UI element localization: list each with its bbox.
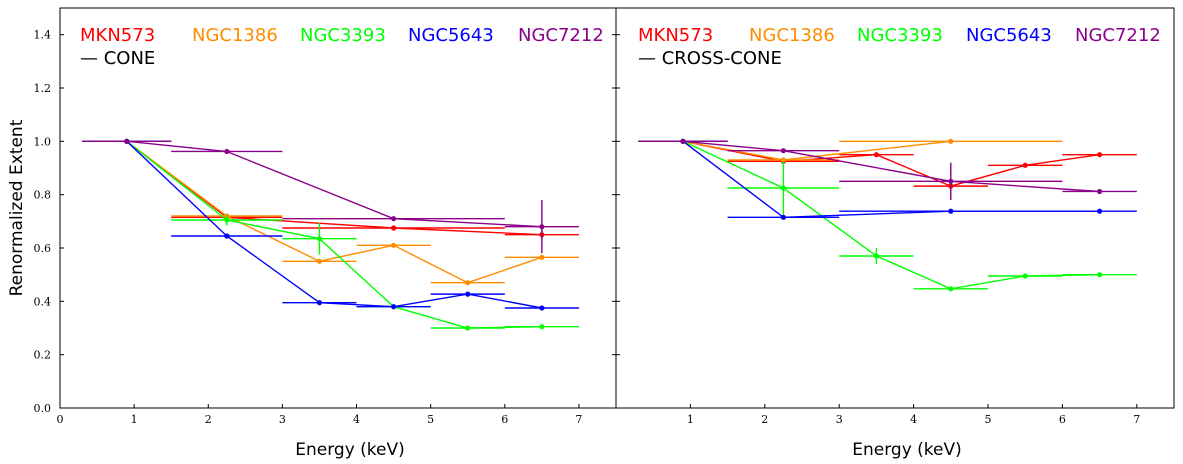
series-line bbox=[126, 140, 543, 284]
series-ngc1386 bbox=[82, 138, 579, 286]
data-point bbox=[316, 258, 323, 264]
x-tick-label: 6 bbox=[501, 413, 508, 426]
y-tick-label: 0.8 bbox=[34, 189, 52, 202]
y-tick-label: 1.4 bbox=[34, 29, 52, 42]
y-tick-label: 1.2 bbox=[34, 82, 52, 95]
data-point bbox=[391, 304, 397, 310]
x-tick-label: 4 bbox=[910, 413, 917, 426]
plot-frame bbox=[615, 7, 1175, 409]
data-point bbox=[539, 324, 545, 330]
y-tick-label: 1.0 bbox=[34, 135, 52, 148]
x-tick-label: 3 bbox=[279, 413, 286, 426]
x-tick-label: 2 bbox=[761, 413, 768, 426]
data-point bbox=[539, 305, 545, 311]
data-point bbox=[1097, 272, 1103, 278]
x-tick-label: 4 bbox=[353, 413, 360, 426]
legend-label: NGC7212 bbox=[1075, 25, 1161, 46]
data-point bbox=[948, 286, 954, 292]
x-tick-label: 7 bbox=[1133, 413, 1140, 426]
data-point bbox=[124, 138, 130, 144]
legend-label: NGC1386 bbox=[192, 25, 278, 46]
series-ngc5643 bbox=[638, 138, 1137, 220]
data-point bbox=[539, 254, 545, 260]
panel-cone: 0 1 2 3 4 5 6 7 Energy (keV) MKN573 NGC1386 NGC3393… bbox=[57, 7, 617, 460]
data-point bbox=[780, 148, 787, 154]
y-tick-label: 0.2 bbox=[34, 349, 52, 362]
data-point bbox=[948, 178, 954, 184]
legend-label: MKN573 bbox=[80, 25, 155, 46]
series-ngc3393 bbox=[638, 138, 1137, 292]
data-point bbox=[948, 138, 954, 144]
series-ngc5643 bbox=[82, 138, 579, 311]
panel-annotation: — CONE bbox=[80, 48, 155, 69]
legend-label: MKN573 bbox=[638, 25, 713, 46]
series-ngc7212 bbox=[638, 138, 1137, 200]
data-point bbox=[948, 208, 954, 214]
legend-label: NGC3393 bbox=[857, 25, 943, 46]
legend-label: NGC5643 bbox=[966, 25, 1052, 46]
data-point bbox=[1022, 162, 1028, 168]
data-point bbox=[873, 152, 880, 158]
data-point bbox=[465, 291, 471, 297]
legend-label: NGC3393 bbox=[300, 25, 386, 46]
x-tick-label: 0 bbox=[57, 413, 64, 426]
x-tick-label: 6 bbox=[1059, 413, 1066, 426]
series-line bbox=[126, 140, 543, 309]
data-point bbox=[780, 214, 787, 220]
series-ngc3393 bbox=[82, 138, 579, 331]
x-tick-label: 1 bbox=[687, 413, 694, 426]
data-point bbox=[391, 242, 397, 248]
x-tick-label: 7 bbox=[575, 413, 582, 426]
data-point bbox=[539, 224, 545, 230]
legend-label: NGC5643 bbox=[408, 25, 494, 46]
data-point bbox=[465, 280, 471, 286]
x-tick-label: 3 bbox=[836, 413, 843, 426]
y-tick-label: 0.4 bbox=[34, 295, 52, 308]
x-tick-label: 5 bbox=[985, 413, 992, 426]
series-line bbox=[682, 140, 1100, 187]
data-point bbox=[224, 233, 230, 239]
panel-cross-cone: 1 2 3 4 5 6 7 Energy (keV) MKN573 NGC1386 NGC3393 N… bbox=[615, 7, 1175, 460]
data-point bbox=[1022, 273, 1028, 279]
data-point bbox=[465, 325, 471, 331]
data-point bbox=[391, 225, 397, 231]
data-point bbox=[1097, 208, 1103, 214]
data-point bbox=[873, 253, 880, 259]
y-tick-label: 0.0 bbox=[34, 402, 52, 415]
data-point bbox=[316, 236, 323, 242]
series-line bbox=[682, 140, 1100, 193]
x-tick-label: 2 bbox=[205, 413, 212, 426]
series-line bbox=[126, 140, 542, 329]
panel-annotation: — CROSS-CONE bbox=[638, 48, 782, 69]
data-point bbox=[780, 157, 787, 163]
data-point bbox=[391, 216, 397, 222]
data-point bbox=[224, 148, 230, 155]
x-axis-label: Energy (keV) bbox=[852, 440, 962, 460]
series-line bbox=[126, 140, 542, 228]
data-point bbox=[780, 185, 787, 191]
y-axis-label: Renormalized Extent bbox=[7, 119, 27, 296]
data-point bbox=[1097, 152, 1103, 158]
legend-label: NGC7212 bbox=[518, 25, 604, 46]
data-point bbox=[224, 217, 230, 223]
y-tick-label: 0.6 bbox=[34, 242, 52, 255]
data-point bbox=[680, 138, 686, 144]
legend-label: NGC1386 bbox=[749, 25, 835, 46]
x-axis-label: Energy (keV) bbox=[295, 440, 405, 460]
data-point bbox=[1097, 188, 1103, 195]
data-point bbox=[316, 300, 323, 306]
series-ngc7212 bbox=[82, 138, 579, 254]
x-tick-label: 1 bbox=[131, 413, 138, 426]
x-tick-label: 5 bbox=[427, 413, 434, 426]
